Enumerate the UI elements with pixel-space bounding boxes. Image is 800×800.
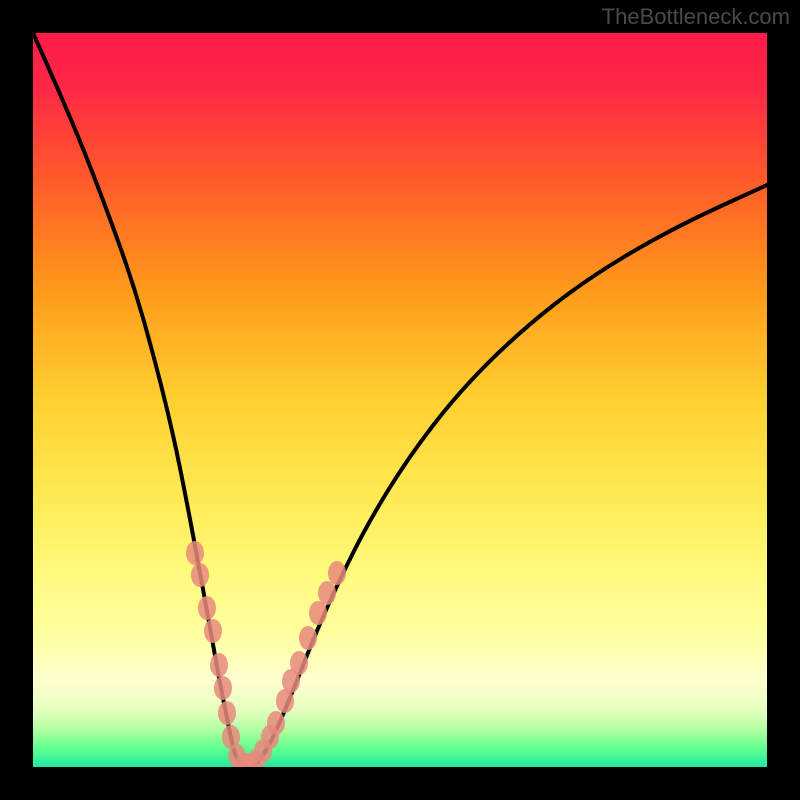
plot-area [33,33,767,767]
watermark-text: TheBottleneck.com [602,4,790,30]
gradient-background [33,33,767,767]
